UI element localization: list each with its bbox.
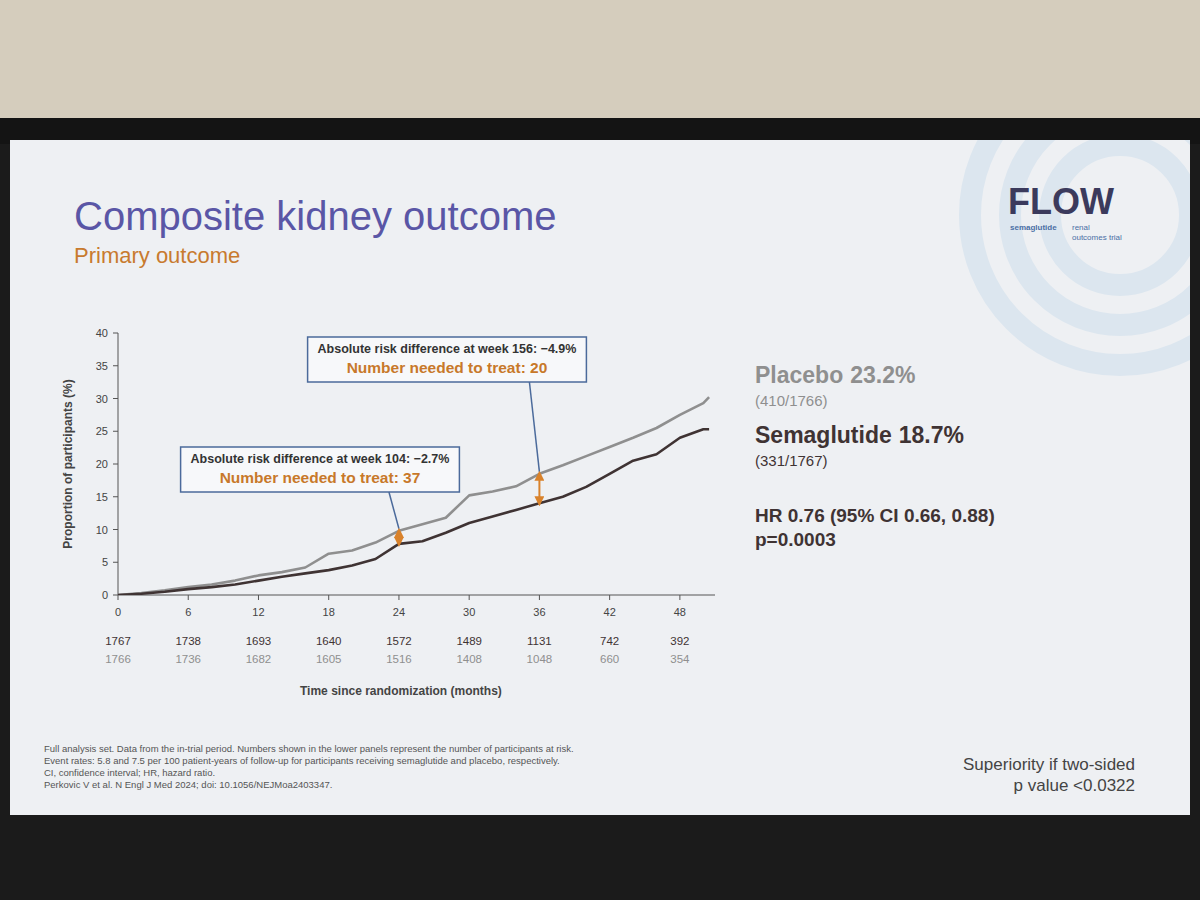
annotation-text: Absolute risk difference at week 104: −2… (191, 452, 450, 466)
x-axis (118, 595, 715, 596)
y-tick (113, 431, 118, 432)
annotation-nnt: Number needed to treat: 20 (347, 359, 548, 376)
at-risk-count: 1682 (246, 653, 272, 665)
x-tick-label: 42 (604, 606, 616, 618)
ring (970, 140, 1190, 365)
leader-line (389, 492, 399, 529)
x-tick (328, 595, 329, 600)
ring (1010, 140, 1190, 325)
at-risk-count: 354 (670, 653, 690, 665)
superiority-note: Superiority if two-sided (963, 755, 1135, 774)
x-tick (398, 595, 399, 600)
at-risk-count: 1048 (527, 653, 553, 665)
y-tick (113, 562, 118, 563)
y-tick-label: 25 (96, 425, 108, 437)
logo-line: outcomes trial (1072, 233, 1122, 242)
at-risk-count: 1131 (527, 635, 552, 647)
y-tick-label: 20 (96, 458, 108, 470)
y-axis-title: Proportion of participants (%) (61, 379, 75, 548)
at-risk-count: 742 (600, 635, 619, 647)
x-tick-label: 30 (463, 606, 475, 618)
annotation-box (181, 447, 460, 492)
risk-difference-arrow (398, 533, 400, 542)
x-tick (609, 595, 610, 600)
footnote: Full analysis set. Data from the in-tria… (44, 743, 574, 754)
event-rate: 18.7% (899, 422, 964, 448)
wall (0, 0, 1200, 118)
y-tick-label: 5 (102, 556, 108, 568)
x-axis-title: Time since randomization (months) (300, 684, 502, 698)
y-tick (113, 496, 118, 497)
at-risk-count: 1736 (175, 653, 201, 665)
logo-rings (970, 140, 1190, 365)
y-tick-label: 35 (96, 360, 108, 372)
curves (118, 397, 709, 595)
at-risk-count: 1640 (316, 635, 342, 647)
annotation: Absolute risk difference at week 104: −2… (181, 447, 460, 492)
title: Composite kidney outcome (74, 194, 556, 238)
x-tick-label: 6 (185, 606, 191, 618)
y-tick-label: 40 (96, 327, 108, 339)
x-tick (469, 595, 470, 600)
logo-line: renal (1072, 223, 1090, 232)
at-risk-count: 1408 (456, 653, 482, 665)
x-tick (539, 595, 540, 600)
at-risk-count: 1766 (105, 653, 131, 665)
y-tick (113, 595, 118, 596)
annotation-text: Absolute risk difference at week 156: −4… (318, 342, 577, 356)
footnote: Event rates: 5.8 and 7.5 per 100 patient… (44, 755, 560, 766)
y-tick (113, 365, 118, 366)
x-tick-label: 48 (674, 606, 686, 618)
km-curve (118, 397, 709, 595)
at-risk-count: 1738 (175, 635, 201, 647)
event-count: (331/1767) (755, 452, 828, 469)
risk-difference-arrow (538, 476, 540, 501)
y-tick (113, 464, 118, 465)
at-risk-count: 1693 (246, 635, 272, 647)
at-risk-count: 1572 (386, 635, 412, 647)
logo-name: FLOW (1008, 181, 1114, 222)
y-tick (113, 529, 118, 530)
annotation-box (308, 337, 587, 382)
x-tick-label: 12 (252, 606, 264, 618)
at-risk-count: 660 (600, 653, 619, 665)
annotation: Absolute risk difference at week 156: −4… (308, 337, 587, 382)
hazard-ratio: HR 0.76 (95% CI 0.66, 0.88) (755, 505, 995, 526)
x-tick (679, 595, 680, 600)
x-tick (118, 595, 119, 600)
y-tick (113, 333, 118, 334)
event-rate: 23.2% (850, 362, 915, 388)
legend-name: Semaglutide (755, 422, 892, 448)
x-tick-label: 0 (115, 606, 121, 618)
footnote: CI, confidence interval; HR, hazard rati… (44, 767, 215, 778)
x-tick (258, 595, 259, 600)
at-risk-count: 1489 (456, 635, 482, 647)
x-tick (188, 595, 189, 600)
at-risk-count: 1605 (316, 653, 342, 665)
y-tick-label: 0 (102, 589, 108, 601)
event-count: (410/1766) (755, 392, 828, 409)
x-tick-label: 18 (323, 606, 335, 618)
legend-name: Placebo (755, 362, 843, 388)
x-tick-label: 24 (393, 606, 405, 618)
y-tick-label: 15 (96, 491, 108, 503)
y-tick-label: 30 (96, 393, 108, 405)
y-tick-label: 10 (96, 524, 108, 536)
at-risk-count: 1516 (386, 653, 412, 665)
at-risk-count: 1767 (105, 635, 131, 647)
at-risk-count: 392 (670, 635, 689, 647)
superiority-note: p value <0.0322 (1014, 776, 1135, 795)
x-tick-label: 36 (533, 606, 545, 618)
logo-line: semaglutide (1010, 223, 1057, 232)
y-tick (113, 398, 118, 399)
slide-photo: FLOWsemaglutide renaloutcomes trial Compos… (0, 0, 1200, 900)
leader-line (529, 382, 539, 472)
p-value: p=0.0003 (755, 529, 836, 550)
km-curve (118, 429, 709, 595)
footnote: Perkovic V et al. N Engl J Med 2024; doi… (44, 779, 332, 790)
subtitle: Primary outcome (74, 243, 240, 268)
annotation-nnt: Number needed to treat: 37 (220, 469, 421, 486)
